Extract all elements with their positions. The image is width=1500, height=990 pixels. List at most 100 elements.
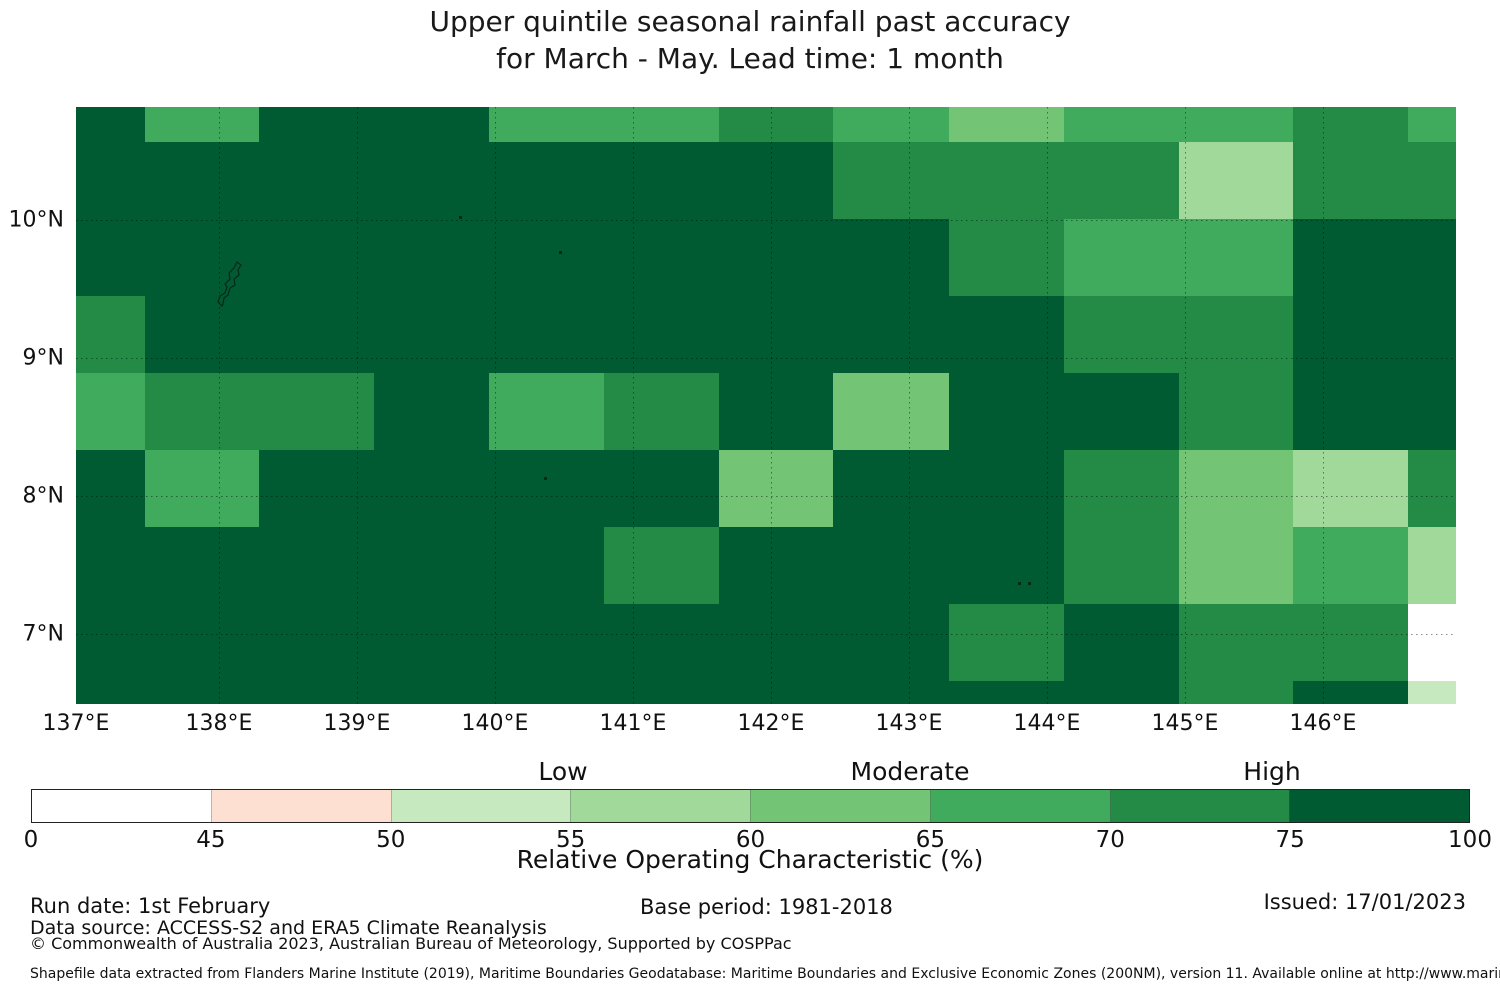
map-cell [949, 681, 1064, 704]
map-cell [145, 296, 259, 373]
chart-title-line2: for March - May. Lead time: 1 month [496, 42, 1004, 75]
x-tick-label: 146°E [1289, 711, 1357, 736]
map-cell [489, 527, 604, 604]
colorbar-tick-label: 60 [735, 827, 766, 853]
map-cell [145, 681, 259, 704]
map-cell [719, 604, 833, 681]
map-cell [1179, 681, 1293, 704]
map-cell [949, 373, 1064, 450]
map-cell [833, 107, 949, 142]
longitude-gridline [495, 107, 496, 704]
map-cell [719, 527, 833, 604]
shapefile-attribution-text: Shapefile data extracted from Flanders M… [30, 966, 1500, 982]
map-cell [374, 527, 489, 604]
map-cell [1179, 450, 1293, 527]
map-cell [489, 373, 604, 450]
island-dot [459, 216, 462, 219]
map-cell [833, 219, 949, 296]
map-cell [489, 681, 604, 704]
x-tick-label: 141°E [599, 711, 667, 736]
x-tick-label: 137°E [42, 711, 110, 736]
map-cell [1408, 107, 1456, 142]
map-cell [719, 296, 833, 373]
map-cell [604, 107, 719, 142]
map-cell [719, 142, 833, 219]
map-cell [374, 604, 489, 681]
x-tick-label: 138°E [185, 711, 253, 736]
map-cell [374, 296, 489, 373]
map-cell [145, 604, 259, 681]
map-cell [833, 296, 949, 373]
map-cell [1064, 527, 1179, 604]
map-cell [489, 107, 604, 142]
map-cell [1293, 450, 1408, 527]
map-cell [1064, 604, 1179, 681]
latitude-gridline [76, 634, 1456, 635]
data-source-text: Data source: ACCESS-S2 and ERA5 Climate … [30, 917, 547, 939]
map-cell [833, 142, 949, 219]
map-cell [145, 373, 259, 450]
map-cell [1293, 373, 1408, 450]
map-cell [76, 527, 145, 604]
island-dot [1028, 582, 1031, 585]
colorbar-tick-label: 55 [555, 827, 586, 853]
map-cell [1179, 604, 1293, 681]
x-tick-label: 143°E [875, 711, 943, 736]
map-cell [949, 450, 1064, 527]
longitude-gridline [1185, 107, 1186, 704]
longitude-gridline [771, 107, 772, 704]
map-cell [833, 681, 949, 704]
island-dot [1018, 582, 1021, 585]
map-cell [604, 373, 719, 450]
map-cell [833, 527, 949, 604]
map-cell [259, 219, 374, 296]
colorbar-tick-label: 100 [1448, 827, 1492, 853]
copyright-text: © Commonwealth of Australia 2023, Austra… [30, 934, 792, 953]
map-cell [604, 142, 719, 219]
map-cell [1064, 107, 1179, 142]
map-cell [719, 450, 833, 527]
map-cell [604, 219, 719, 296]
map-cell [259, 450, 374, 527]
base-period-text: Base period: 1981-2018 [640, 895, 893, 919]
y-tick-label: 9°N [22, 345, 64, 371]
map-cell [1293, 527, 1408, 604]
colorbar-segment [929, 790, 1110, 822]
island-dot [559, 251, 562, 254]
x-tick-label: 139°E [323, 711, 391, 736]
map-cell [76, 107, 145, 142]
map-cell [259, 681, 374, 704]
x-tick-label: 140°E [461, 711, 529, 736]
map-cell [1408, 604, 1456, 681]
island-outline-yap [217, 261, 242, 308]
map-cell [604, 450, 719, 527]
map-cell [1179, 219, 1293, 296]
map-cell [1408, 219, 1456, 296]
longitude-gridline [1047, 107, 1048, 704]
map-cell [719, 373, 833, 450]
map-cell [76, 373, 145, 450]
colorbar-segment [32, 790, 211, 822]
colorbar-segment [570, 790, 750, 822]
colorbar-tick-label: 0 [23, 827, 39, 853]
map-cell [1293, 296, 1408, 373]
map-cell [833, 450, 949, 527]
map-cell [76, 681, 145, 704]
colorbar-tick-label: 50 [376, 827, 406, 853]
longitude-gridline [633, 107, 634, 704]
map-cell [1293, 219, 1408, 296]
map-cell [949, 219, 1064, 296]
longitude-gridline [1323, 107, 1324, 704]
map-cell [489, 142, 604, 219]
map-cell [949, 107, 1064, 142]
map-cell [1408, 142, 1456, 219]
map-cell [76, 219, 145, 296]
y-tick-label: 7°N [22, 621, 64, 647]
map-cell [1408, 296, 1456, 373]
issued-date-text: Issued: 17/01/2023 [1263, 890, 1466, 914]
map-cell [76, 604, 145, 681]
map-cell [489, 219, 604, 296]
colorbar-segment [390, 790, 571, 822]
map-cell [1179, 142, 1293, 219]
